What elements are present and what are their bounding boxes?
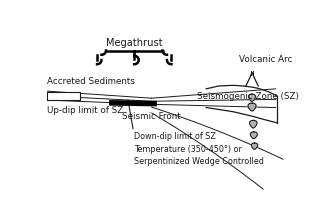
Polygon shape — [251, 143, 258, 149]
Text: Up-dip limit of SZ: Up-dip limit of SZ — [47, 106, 123, 115]
Polygon shape — [249, 94, 255, 101]
Text: Volcanic Arc: Volcanic Arc — [239, 55, 292, 64]
Text: Seismogenic Zone (SZ): Seismogenic Zone (SZ) — [197, 92, 300, 101]
Bar — [47, 92, 80, 100]
Polygon shape — [248, 103, 256, 111]
Polygon shape — [250, 120, 257, 128]
Text: Seismic Front: Seismic Front — [122, 112, 180, 121]
Polygon shape — [250, 132, 257, 139]
Text: Down-dip limit of SZ
Temperature (350-450°) or
Serpentinized Wedge Controlled: Down-dip limit of SZ Temperature (350-45… — [134, 132, 264, 166]
Text: Accreted Sediments: Accreted Sediments — [47, 77, 135, 86]
Text: Megathrust: Megathrust — [106, 38, 163, 48]
